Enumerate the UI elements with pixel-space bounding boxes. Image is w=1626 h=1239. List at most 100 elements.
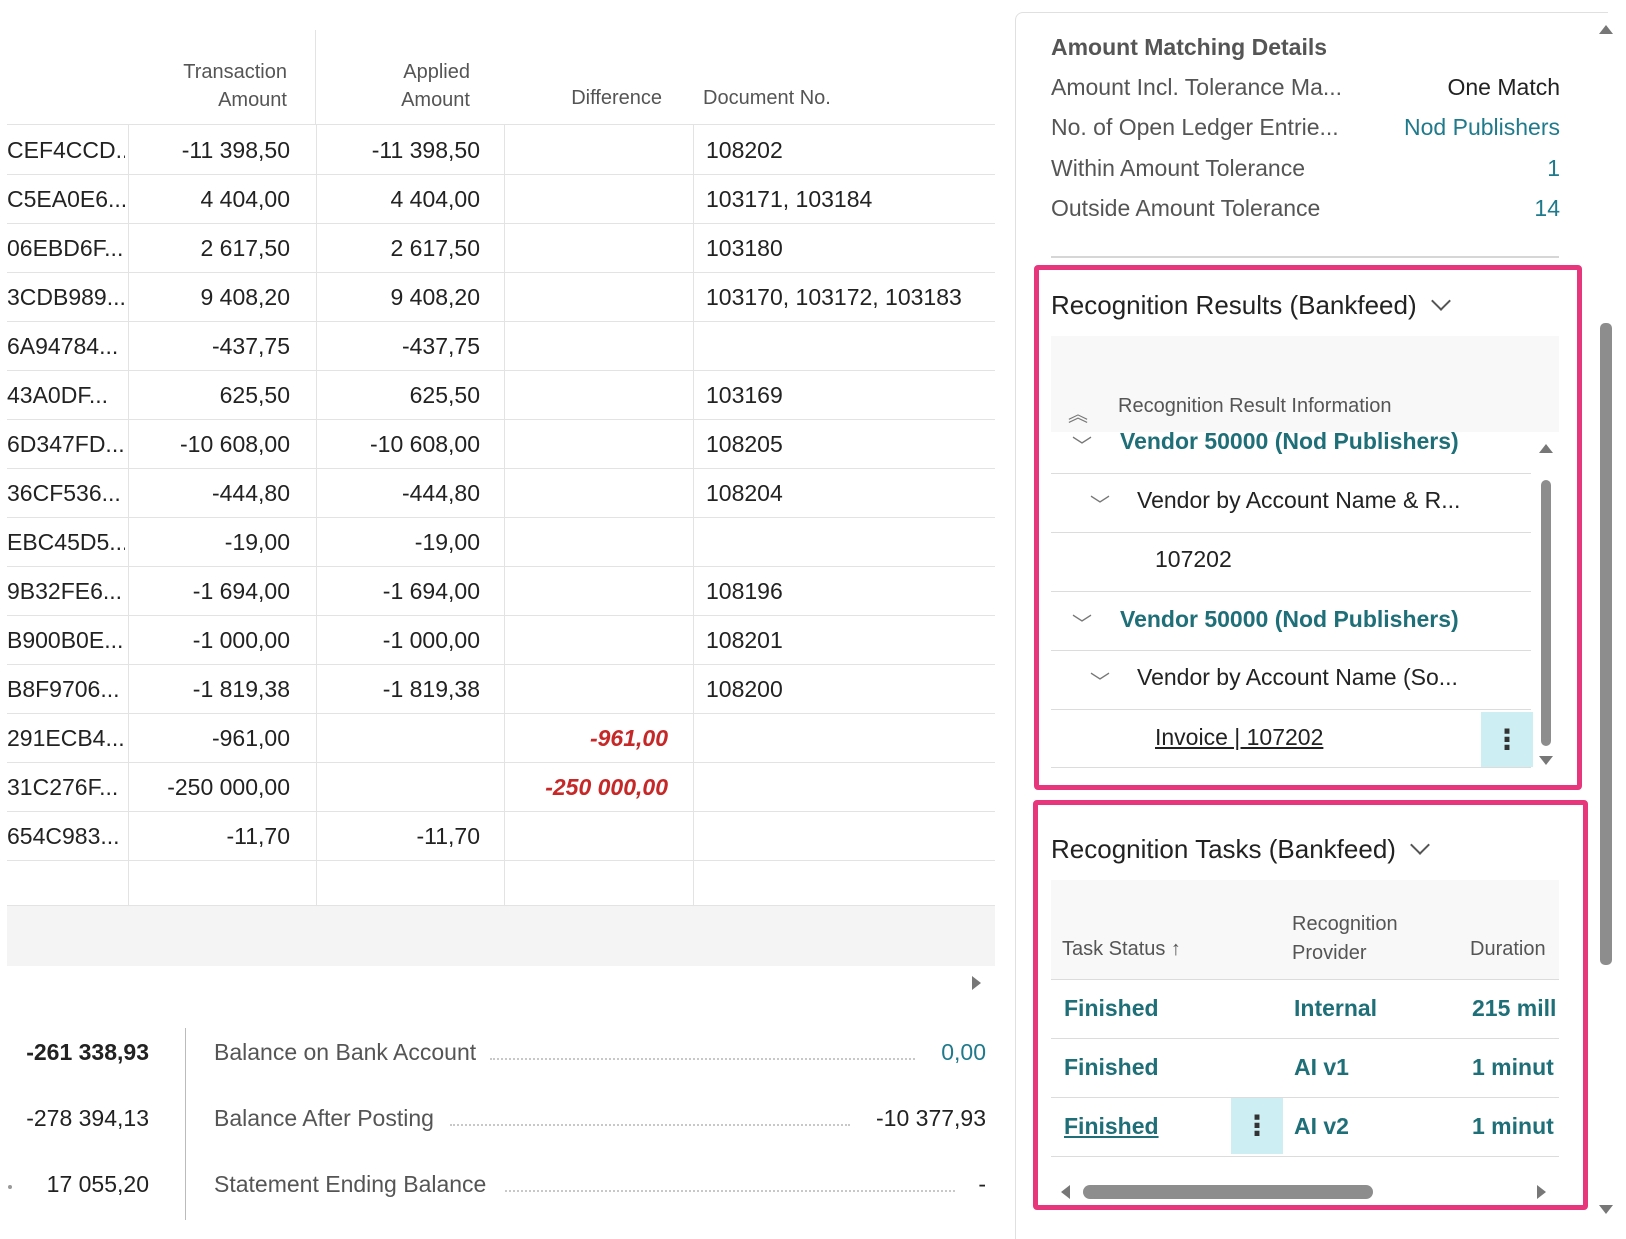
row-separator: [7, 664, 995, 665]
factbox-pane: [1015, 12, 1608, 1239]
chevron-down-icon[interactable]: [1410, 835, 1431, 855]
cell-id[interactable]: CEF4CCD...: [7, 137, 125, 163]
column-divider: [316, 125, 317, 905]
cell-document-no: 103171, 103184: [706, 186, 873, 212]
scroll-down-arrow[interactable]: [1539, 756, 1553, 765]
row-separator: [7, 468, 995, 469]
cell-id[interactable]: 06EBD6F...: [7, 235, 124, 261]
task-status-3[interactable]: Finished: [1064, 1113, 1159, 1139]
cell-transaction-amount: -19,00: [224, 529, 290, 555]
cell-applied-amount: -1 694,00: [382, 578, 480, 604]
row-separator: [1051, 650, 1531, 651]
cell-id[interactable]: 36CF536...: [7, 480, 121, 506]
cell-id[interactable]: 654C983...: [7, 823, 120, 849]
recognition-vendor-1[interactable]: Vendor 50000 (Nod Publishers): [1120, 428, 1459, 454]
header-divider: [315, 30, 316, 125]
cell-id[interactable]: B8F9706...: [7, 676, 120, 702]
within-tolerance-value[interactable]: 1: [1547, 155, 1560, 181]
row-separator: [1051, 1156, 1559, 1157]
row-separator: [7, 566, 995, 567]
more-options-icon[interactable]: ⋮: [1231, 1098, 1283, 1154]
chevron-down-icon[interactable]: ﹀: [1072, 614, 1092, 636]
scroll-left-arrow[interactable]: [1061, 1185, 1070, 1199]
cell-id[interactable]: EBC45D5...: [7, 529, 125, 555]
recognition-result-info-header: Recognition Result Information: [1118, 395, 1392, 417]
task-provider-2: AI v1: [1294, 1054, 1349, 1080]
pane-scroll-up-arrow[interactable]: [1599, 25, 1613, 34]
cell-id[interactable]: C5EA0E6...: [7, 186, 125, 212]
cell-transaction-amount: -437,75: [211, 333, 290, 359]
cell-id[interactable]: 291ECB4...: [7, 725, 125, 751]
pane-scrollbar-thumb[interactable]: [1600, 323, 1612, 965]
column-divider: [504, 125, 505, 905]
amount-incl-tolerance-label: Amount Incl. Tolerance Ma...: [1051, 74, 1343, 100]
cell-id[interactable]: B900B0E...: [7, 627, 124, 653]
section-divider: [1051, 256, 1559, 258]
chevron-down-icon[interactable]: ﹀: [1090, 495, 1110, 517]
recognition-rule-2: Vendor by Account Name (So...: [1137, 664, 1458, 690]
cell-applied-amount: 9 408,20: [390, 284, 480, 310]
header-duration[interactable]: Duration: [1470, 938, 1546, 960]
header-difference[interactable]: Difference: [571, 87, 662, 109]
cell-id[interactable]: 43A0DF...: [7, 382, 108, 408]
chevron-down-icon[interactable]: ﹀: [1090, 672, 1110, 694]
scroll-right-arrow[interactable]: [972, 976, 981, 990]
header-task-status[interactable]: Task Status ↑: [1062, 938, 1181, 960]
cell-transaction-amount: -250 000,00: [167, 774, 290, 800]
header-applied-amount[interactable]: Applied Amount: [330, 58, 470, 114]
within-tolerance-label: Within Amount Tolerance: [1051, 155, 1305, 181]
chevron-double-up-icon[interactable]: ︽: [1068, 404, 1088, 426]
column-divider: [128, 125, 129, 905]
cell-transaction-amount: -1 000,00: [192, 627, 290, 653]
cell-applied-amount: -437,75: [401, 333, 480, 359]
amount-matching-title: Amount Matching Details: [1051, 34, 1328, 60]
row-separator: [7, 321, 995, 322]
recognition-tasks-highlight: [1033, 800, 1588, 1210]
open-ledger-entries-value[interactable]: Nod Publishers: [1404, 114, 1560, 140]
cell-id[interactable]: 6A94784...: [7, 333, 119, 359]
cell-id[interactable]: 3CDB989...: [7, 284, 125, 310]
row-separator: [1051, 591, 1531, 592]
recognition-tasks-title-text: Recognition Tasks (Bankfeed): [1051, 834, 1396, 864]
recognition-vendor-2[interactable]: Vendor 50000 (Nod Publishers): [1120, 606, 1459, 632]
pane-scroll-down-arrow[interactable]: [1599, 1205, 1613, 1214]
recognition-tasks-title[interactable]: Recognition Tasks (Bankfeed): [1051, 834, 1431, 865]
header-recognition-provider[interactable]: Recognition Provider: [1292, 910, 1398, 968]
row-separator: [1051, 532, 1531, 533]
tasks-header-band: [1051, 880, 1559, 980]
leader-dots: [490, 1058, 915, 1060]
balance-on-bank-account-value[interactable]: 0,00: [941, 1039, 986, 1065]
header-transaction-amount[interactable]: Transaction Amount: [150, 58, 287, 114]
chevron-down-icon[interactable]: [1430, 291, 1451, 311]
chevron-down-icon[interactable]: ﹀: [1072, 436, 1092, 458]
amount-incl-tolerance-value: One Match: [1447, 74, 1561, 100]
tasks-scrollbar-thumb[interactable]: [1083, 1185, 1373, 1199]
recognition-results-highlight: [1034, 265, 1582, 790]
outside-tolerance-value[interactable]: 14: [1534, 195, 1560, 221]
scroll-up-arrow[interactable]: [1539, 444, 1553, 453]
invoice-link[interactable]: Invoice | 107202: [1155, 724, 1324, 750]
cell-document-no: 108202: [706, 137, 783, 163]
header-separator: [7, 124, 995, 125]
more-options-icon[interactable]: ⋮: [1481, 712, 1533, 767]
row-separator: [1051, 1097, 1559, 1098]
cell-applied-amount: 2 617,50: [390, 235, 480, 261]
cell-id[interactable]: 6D347FD...: [7, 431, 125, 457]
header-document-no[interactable]: Document No.: [703, 87, 831, 109]
cell-difference: -250 000,00: [545, 774, 668, 800]
scroll-right-arrow[interactable]: [1537, 1185, 1546, 1199]
leader-dots: [450, 1124, 850, 1126]
recognition-results-title[interactable]: Recognition Results (Bankfeed): [1051, 290, 1451, 321]
results-scrollbar-thumb[interactable]: [1541, 480, 1551, 746]
row-separator: [7, 370, 995, 371]
cell-document-no: 108205: [706, 431, 783, 457]
task-provider-1: Internal: [1294, 995, 1378, 1021]
cell-id[interactable]: 9B32FE6...: [7, 578, 123, 604]
totals-divider: [185, 1028, 186, 1220]
cell-id[interactable]: 31C276F...: [7, 774, 119, 800]
row-separator: [7, 419, 995, 420]
recognition-results-title-text: Recognition Results (Bankfeed): [1051, 290, 1417, 320]
task-status-1[interactable]: Finished: [1064, 995, 1159, 1021]
task-duration-3: 1 minut: [1472, 1113, 1554, 1139]
task-status-2[interactable]: Finished: [1064, 1054, 1159, 1080]
